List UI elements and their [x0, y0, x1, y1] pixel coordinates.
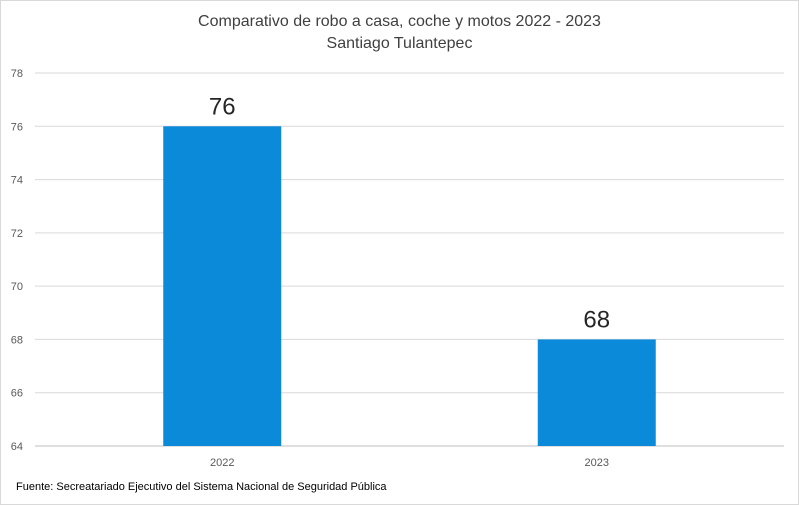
y-tick-label: 76 [11, 121, 23, 133]
data-label: 68 [583, 306, 610, 333]
data-label: 76 [209, 93, 236, 120]
y-tick-label: 72 [11, 228, 23, 240]
bar-2022 [163, 126, 282, 447]
y-tick-label: 78 [11, 68, 23, 80]
x-axis: 2022 2023 [210, 457, 609, 469]
y-tick-label: 74 [11, 175, 23, 187]
y-tick-label: 64 [11, 441, 23, 453]
x-tick-label: 2023 [585, 457, 609, 469]
y-tick-label: 68 [11, 334, 23, 346]
gridlines [35, 72, 784, 447]
chart-subtitle: Santiago Tulantepec [326, 35, 473, 52]
chart-title: Comparativo de robo a casa, coche y moto… [198, 13, 601, 30]
data-labels: 76 68 [209, 93, 610, 333]
y-tick-label: 66 [11, 388, 23, 400]
y-tick-label: 70 [11, 281, 23, 293]
x-tick-label: 2022 [210, 457, 234, 469]
chart-title-block: Comparativo de robo a casa, coche y moto… [1, 11, 798, 55]
source-note: Fuente: Secreatariado Ejecutivo del Sist… [16, 481, 387, 493]
bars [163, 126, 656, 447]
y-axis: 64 66 68 70 72 74 76 78 [11, 68, 23, 453]
bar-2023 [537, 339, 656, 446]
